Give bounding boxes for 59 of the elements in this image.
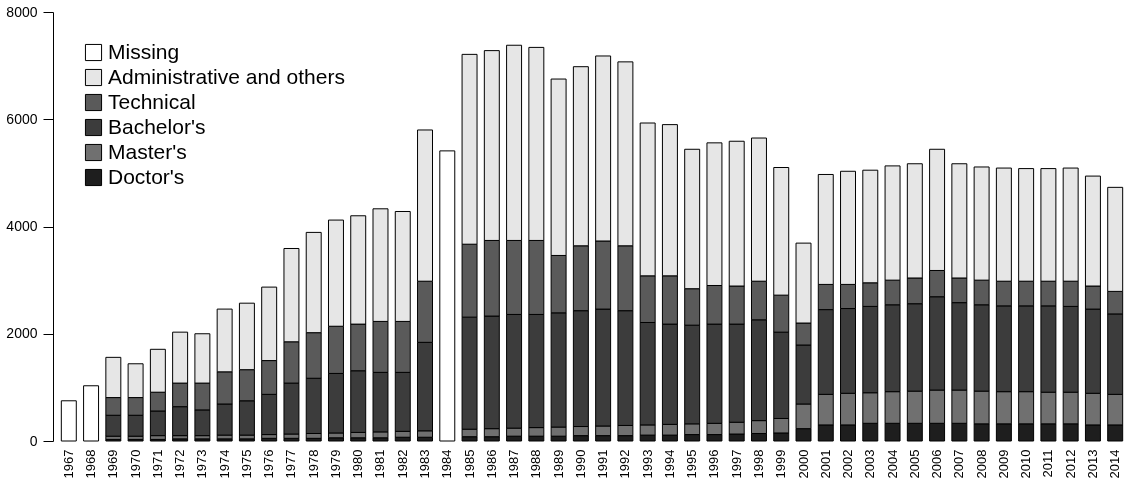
x-tick-label: 1988 [528, 449, 544, 479]
legend-label: Bachelor's [108, 114, 206, 138]
y-tick-label: 2000 [6, 325, 38, 342]
x-tick-label: 1977 [283, 449, 299, 479]
x-tick-label: 2006 [929, 449, 945, 479]
x-tick-label: 1967 [60, 449, 76, 479]
x-tick-label: 1996 [706, 449, 722, 479]
x-tick-label: 2011 [1040, 449, 1056, 478]
x-tick-label: 1972 [172, 449, 188, 479]
x-tick-label: 2009 [995, 449, 1011, 479]
y-tick-label: 6000 [6, 110, 38, 127]
x-tick-label: 2000 [795, 449, 811, 479]
x-tick-label: 1982 [394, 449, 410, 479]
x-tick-label: 1979 [327, 449, 343, 479]
x-tick-label: 1993 [639, 449, 655, 479]
x-tick-label: 1970 [127, 449, 143, 479]
x-tick-label: 2013 [1084, 449, 1100, 479]
x-tick-label: 2001 [817, 449, 833, 479]
x-tick-label: 1981 [372, 449, 388, 479]
x-tick-label: 1987 [506, 449, 522, 479]
x-tick-label: 1994 [661, 449, 677, 479]
x-tick-label: 1971 [149, 449, 165, 479]
x-tick-label: 2004 [884, 449, 900, 479]
x-tick-label: 1974 [216, 449, 232, 479]
legend-label: Doctor's [108, 164, 185, 188]
x-tick-label: 1998 [750, 449, 766, 479]
legend-label: Administrative and others [108, 64, 345, 88]
x-tick-label: 2010 [1018, 449, 1034, 479]
legend-label: Missing [108, 39, 180, 63]
x-tick-label: 1968 [83, 449, 99, 479]
x-tick-label: 1973 [194, 449, 210, 479]
x-tick-label: 1997 [728, 449, 744, 479]
x-tick-label: 1983 [417, 449, 433, 479]
x-tick-label: 1984 [439, 449, 455, 479]
x-tick-label: 1995 [684, 449, 700, 479]
x-tick-label: 2014 [1107, 449, 1123, 479]
x-tick-label: 1978 [305, 449, 321, 479]
x-tick-label: 1992 [617, 449, 633, 479]
x-tick-label: 1990 [572, 449, 588, 479]
x-tick-label: 1999 [773, 449, 789, 479]
x-tick-label: 2008 [973, 449, 989, 479]
x-tick-label: 1975 [238, 449, 254, 479]
x-tick-label: 1986 [483, 449, 499, 479]
x-tick-label: 1991 [595, 449, 611, 479]
x-tick-label: 2007 [951, 449, 967, 479]
x-tick-label: 2012 [1062, 449, 1078, 479]
x-tick-label: 1976 [261, 449, 277, 479]
x-tick-label: 2005 [906, 449, 922, 479]
x-tick-label: 1969 [105, 449, 121, 479]
y-tick-label: 8000 [6, 3, 38, 20]
legend-label: Technical [108, 89, 196, 113]
x-tick-label: 1989 [550, 449, 566, 479]
x-tick-label: 1985 [461, 449, 477, 479]
x-tick-label: 2002 [840, 449, 856, 479]
x-tick-label: 1980 [350, 449, 366, 479]
x-tick-label: 2003 [862, 449, 878, 479]
legend-label: Master's [108, 139, 187, 163]
y-tick-label: 4000 [6, 218, 38, 234]
y-tick-label: 0 [29, 432, 38, 449]
